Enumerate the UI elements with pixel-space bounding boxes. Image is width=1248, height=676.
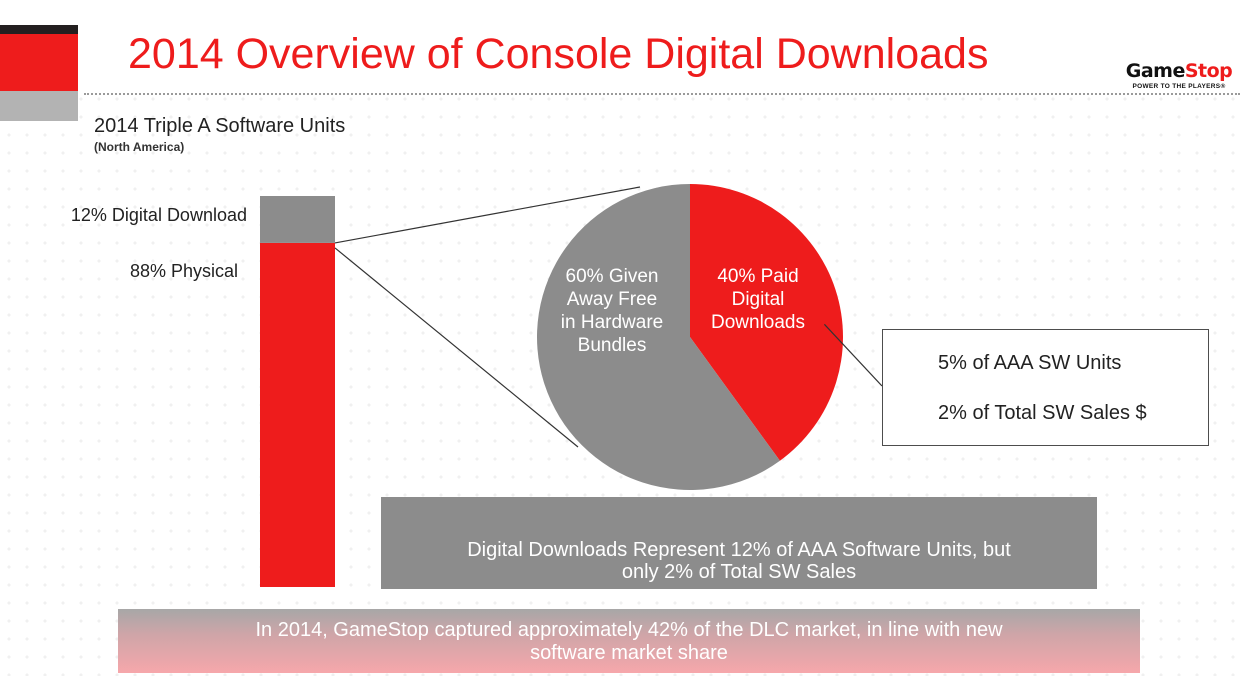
callout-connector: [823, 323, 883, 387]
pie-label-free: 60% Given Away Free in Hardware Bundles: [561, 266, 663, 356]
pie-label-line: in Hardware: [561, 312, 663, 333]
pie-label-line: Downloads: [711, 312, 805, 333]
logo-wordmark: GameStop: [1114, 60, 1244, 82]
title-divider: [84, 93, 1240, 95]
pie-label-line: 60% Given: [566, 266, 659, 287]
footer-line-1: In 2014, GameStop captured approximately…: [255, 619, 1003, 641]
connector-line-bottom: [334, 247, 579, 448]
pie-slice-free: [537, 184, 780, 490]
logo-tagline: POWER TO THE PLAYERS®: [1132, 83, 1226, 90]
summary-banner: Digital Downloads Represent 12% of AAA S…: [381, 497, 1097, 589]
accent-bar-red: [0, 34, 78, 91]
bar-label-physical: 88% Physical: [129, 261, 238, 281]
pie-label-paid: 40% Paid Digital Downloads: [711, 266, 805, 333]
callout-units: 5% of AAA SW Units: [938, 352, 1122, 374]
chart-title: 2014 Triple A Software Units: [94, 115, 346, 137]
accent-bar-gray: [0, 91, 78, 121]
footer-line-2: software market share: [530, 642, 728, 664]
summary-line-1: Digital Downloads Represent 12% of AAA S…: [467, 539, 1011, 561]
callout-sales: 2% of Total SW Sales $: [938, 402, 1147, 424]
connector-line-top: [334, 186, 641, 244]
accent-bar-dark: [0, 25, 78, 34]
logo-stop-text: Stop: [1184, 60, 1233, 82]
pie-label-line: Bundles: [578, 335, 647, 356]
page-title: 2014 Overview of Console Digital Downloa…: [128, 30, 989, 78]
pie-label-line: Digital: [732, 289, 785, 310]
pie-slice-paid: [690, 184, 844, 461]
footer-banner: In 2014, GameStop captured approximately…: [118, 609, 1140, 673]
chart-subtitle: (North America): [94, 140, 185, 154]
pie-label-line: 40% Paid: [717, 266, 798, 287]
gamestop-logo: GameStop POWER TO THE PLAYERS®: [1114, 60, 1244, 90]
callout-box: 5% of AAA SW Units 2% of Total SW Sales …: [882, 329, 1209, 446]
bar-segment-digital: [260, 196, 335, 243]
logo-game-text: Game: [1125, 60, 1186, 82]
bar-segment-physical: [260, 242, 335, 588]
bar-label-digital: 12% Digital Download: [70, 205, 247, 225]
pie-label-line: Away Free: [567, 289, 657, 310]
summary-line-2: only 2% of Total SW Sales: [621, 561, 857, 583]
